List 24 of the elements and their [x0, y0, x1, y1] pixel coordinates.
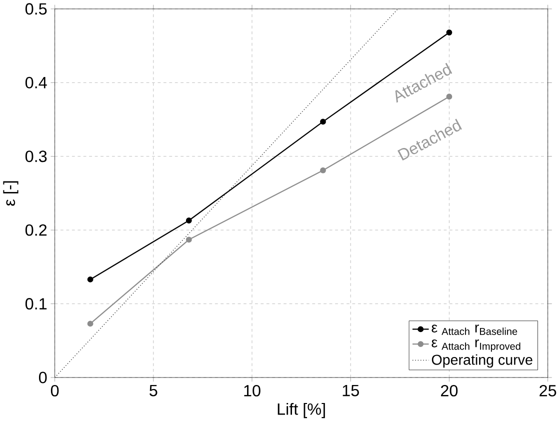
y-tick-label: 0.1: [25, 298, 47, 310]
x-tick-label: 0: [50, 384, 59, 396]
x-tick-label: 20: [441, 384, 458, 396]
y-tick-label: 0.5: [25, 3, 47, 15]
x-tick-label: 15: [342, 384, 359, 396]
point: [87, 320, 94, 327]
x-axis-title: Lift [%]: [278, 402, 325, 418]
legend-label: ε $_{Attach}$ r$_{Improved}$: [432, 339, 520, 352]
legend-label: ε $_{Attach}$ r$_{Baseline}$: [432, 324, 518, 335]
y-tick-label: 0: [38, 372, 47, 384]
legend-label: Operating curve: [432, 354, 532, 368]
y-tick-label: 0.4: [25, 76, 47, 88]
point: [320, 167, 326, 174]
x-tick-label: 5: [150, 384, 158, 396]
point: [87, 276, 94, 282]
point: [446, 29, 452, 36]
point: [186, 236, 192, 242]
y-tick-label: 0.3: [25, 150, 47, 162]
x-tick-label: 10: [244, 384, 260, 396]
y-axis-title: ε [-]: [3, 181, 18, 206]
point: [320, 118, 326, 125]
x-tick-label: 25: [540, 384, 556, 396]
point: [186, 217, 192, 224]
y-tick-label: 0.2: [25, 224, 47, 236]
